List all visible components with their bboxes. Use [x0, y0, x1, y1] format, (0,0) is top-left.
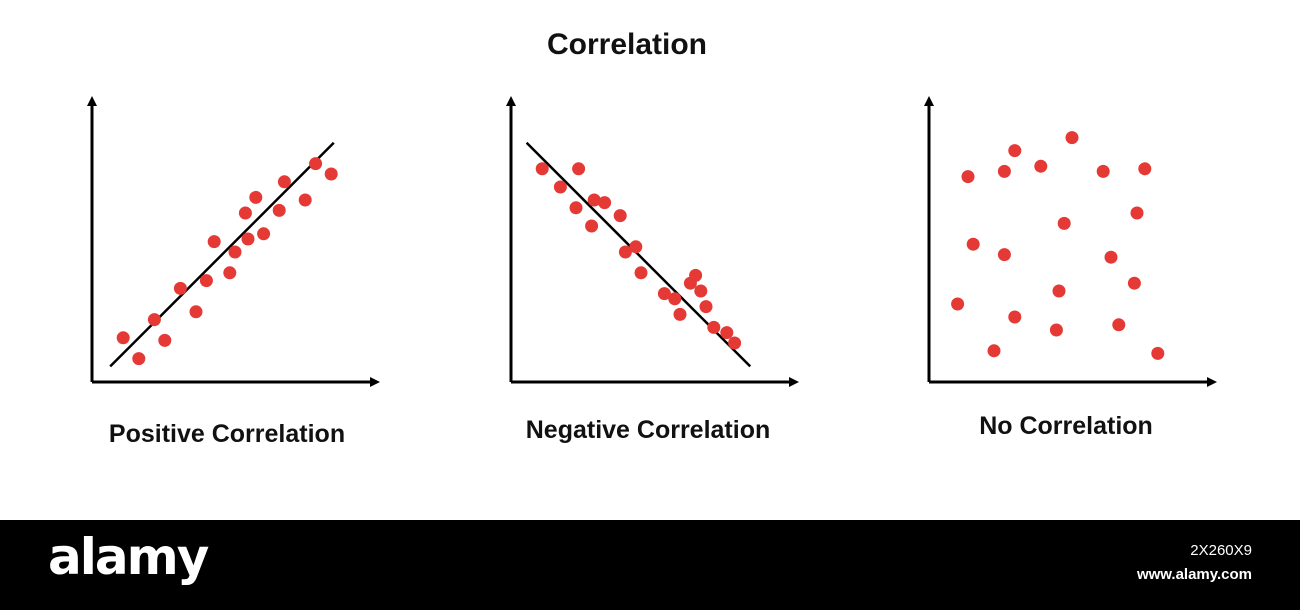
positive-data-point	[241, 232, 255, 246]
positive-data-point	[309, 157, 323, 171]
no-data-point	[1104, 250, 1118, 264]
positive-data-point	[147, 313, 161, 327]
no-data-point	[1130, 206, 1144, 220]
negative-data-point	[598, 196, 612, 210]
negative-data-point	[585, 219, 599, 233]
image-id: 2X260X9	[1190, 542, 1252, 559]
positive-data-point	[298, 193, 312, 207]
negative-data-point	[673, 307, 687, 321]
negative-data-point	[668, 292, 682, 306]
positive-data-point	[277, 175, 291, 189]
negative-data-point	[689, 268, 703, 282]
positive-data-point	[158, 333, 172, 347]
positive-data-point	[272, 203, 286, 217]
positive-correlation-chart	[87, 96, 380, 387]
no-data-point	[1112, 318, 1126, 332]
positive-data-point	[207, 235, 221, 249]
no-data-point	[1065, 131, 1079, 145]
negative-data-point	[629, 240, 643, 254]
positive-data-point	[223, 266, 237, 280]
no-data-point	[987, 344, 1001, 358]
no-data-point	[1008, 144, 1022, 158]
negative-data-point	[535, 162, 549, 176]
negative-data-point	[728, 336, 742, 350]
positive-data-point	[257, 227, 271, 241]
negative-data-point	[613, 209, 627, 223]
no-data-point	[1052, 284, 1066, 298]
positive-data-point	[238, 206, 252, 220]
no-data-point	[1049, 323, 1063, 337]
brand-logo: alamy	[48, 528, 209, 586]
positive-data-point	[189, 305, 203, 319]
negative-data-point	[618, 245, 632, 259]
negative-data-point	[569, 201, 583, 215]
no-data-point	[1138, 162, 1152, 176]
positive-data-point	[228, 245, 242, 259]
no-data-point	[1034, 159, 1048, 173]
no-data-point	[1096, 164, 1110, 178]
no-data-point	[1008, 310, 1022, 324]
positive-data-point	[173, 281, 187, 295]
negative-data-point	[657, 287, 671, 301]
negative-data-point	[699, 300, 713, 314]
positive-trend-line	[109, 141, 335, 368]
no-data-point	[1151, 346, 1165, 360]
no-data-point	[1127, 276, 1141, 290]
site-url: www.alamy.com	[1136, 566, 1252, 583]
no-data-point	[966, 237, 980, 251]
no-correlation-label: No Correlation	[979, 412, 1153, 440]
negative-correlation-chart	[506, 96, 799, 387]
negative-data-point	[634, 266, 648, 280]
negative-data-point	[707, 320, 721, 334]
positive-data-point	[132, 352, 146, 366]
no-data-point	[997, 248, 1011, 262]
negative-data-point	[587, 193, 601, 207]
no-data-point	[961, 170, 975, 184]
no-data-point	[1057, 216, 1071, 230]
watermark-footer: alamy 2X260X9 www.alamy.com	[0, 520, 1300, 610]
correlation-charts	[87, 96, 1217, 387]
negative-data-point	[694, 284, 708, 298]
no-data-point	[997, 164, 1011, 178]
negative-correlation-label: Negative Correlation	[525, 416, 771, 444]
no-data-point	[951, 297, 965, 311]
positive-data-point	[199, 274, 213, 288]
negative-data-point	[720, 326, 734, 340]
positive-data-point	[249, 190, 263, 204]
negative-data-point	[572, 162, 586, 176]
positive-data-point	[324, 167, 338, 181]
no-correlation-chart	[924, 96, 1217, 387]
negative-data-point	[553, 180, 567, 194]
positive-data-point	[116, 331, 130, 345]
page-title: Correlation	[546, 28, 708, 61]
positive-correlation-label: Positive Correlation	[108, 420, 346, 448]
